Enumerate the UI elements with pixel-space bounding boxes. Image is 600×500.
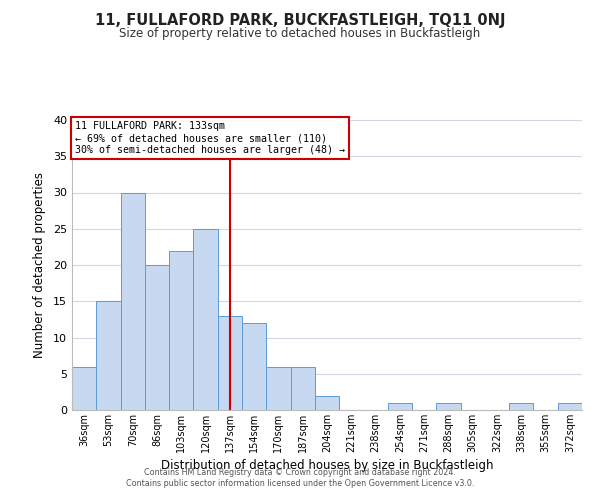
X-axis label: Distribution of detached houses by size in Buckfastleigh: Distribution of detached houses by size …	[161, 459, 493, 472]
Bar	[218, 316, 242, 410]
Bar	[242, 323, 266, 410]
Bar	[436, 403, 461, 410]
Bar	[169, 250, 193, 410]
Text: 11, FULLAFORD PARK, BUCKFASTLEIGH, TQ11 0NJ: 11, FULLAFORD PARK, BUCKFASTLEIGH, TQ11 …	[95, 12, 505, 28]
Bar	[145, 265, 169, 410]
Text: Contains HM Land Registry data © Crown copyright and database right 2024.
Contai: Contains HM Land Registry data © Crown c…	[126, 468, 474, 487]
Bar	[266, 366, 290, 410]
Bar	[121, 192, 145, 410]
Y-axis label: Number of detached properties: Number of detached properties	[33, 172, 46, 358]
Bar	[558, 403, 582, 410]
Bar	[96, 301, 121, 410]
Text: 11 FULLAFORD PARK: 133sqm
← 69% of detached houses are smaller (110)
30% of semi: 11 FULLAFORD PARK: 133sqm ← 69% of detac…	[74, 122, 344, 154]
Text: Size of property relative to detached houses in Buckfastleigh: Size of property relative to detached ho…	[119, 28, 481, 40]
Bar	[290, 366, 315, 410]
Bar	[193, 229, 218, 410]
Bar	[72, 366, 96, 410]
Bar	[388, 403, 412, 410]
Bar	[509, 403, 533, 410]
Bar	[315, 396, 339, 410]
